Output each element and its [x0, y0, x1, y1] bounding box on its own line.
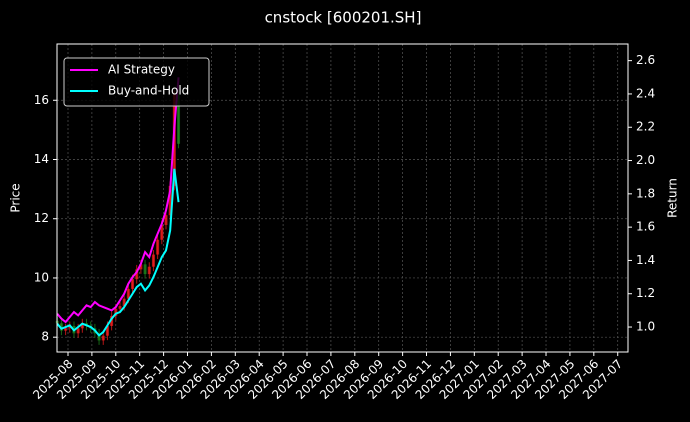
y-tick-label: 8 [41, 330, 49, 344]
candle-body [118, 306, 122, 309]
candle-body [97, 333, 101, 341]
candle-body [156, 239, 160, 255]
y2-tick-label: 2.4 [636, 86, 655, 100]
candle-body [122, 298, 126, 307]
y2-tick-label: 1.6 [636, 220, 655, 234]
candle-body [59, 323, 63, 331]
candle-body [80, 323, 84, 329]
y2-tick-label: 1.8 [636, 186, 655, 200]
candle-body [139, 264, 143, 270]
legend-label: AI Strategy [108, 63, 175, 77]
candle-body [147, 266, 151, 275]
y-tick-label: 16 [34, 93, 49, 107]
y2-tick-label: 2.6 [636, 53, 655, 67]
candle-body [131, 279, 135, 289]
y2-tick-label: 2.0 [636, 153, 655, 167]
candle-body [177, 94, 181, 144]
candle-body [168, 185, 172, 216]
candle-body [110, 315, 114, 326]
y-tick-label: 12 [34, 211, 49, 225]
y2-tick-label: 1.2 [636, 286, 655, 300]
series-line [56, 77, 180, 324]
chart-title: cnstock [600201.SH] [265, 9, 422, 27]
candle-body [105, 325, 109, 336]
legend-box [63, 57, 210, 107]
candle-body [164, 215, 168, 225]
candle-body [76, 328, 80, 334]
series-line [56, 168, 180, 337]
y2-tick-label: 2.2 [636, 120, 655, 134]
legend-label: Buy-and-Hold [108, 84, 189, 98]
candle-body [64, 328, 68, 331]
y-axis-label: Price [9, 183, 23, 212]
candle-body [68, 325, 72, 329]
plot-frame [56, 43, 629, 353]
candle-body [135, 269, 139, 280]
y-tick-label: 14 [34, 152, 49, 166]
candle-body [101, 335, 105, 341]
candle-body [160, 224, 164, 240]
candle-body [143, 264, 147, 275]
y2-axis-label: Return [666, 178, 680, 218]
y2-tick-label: 1.0 [636, 320, 655, 334]
candle-body [114, 308, 118, 316]
candle-body [151, 254, 155, 267]
y-tick-label: 10 [34, 270, 49, 284]
y2-tick-label: 1.4 [636, 253, 655, 267]
candle-body [126, 288, 130, 299]
